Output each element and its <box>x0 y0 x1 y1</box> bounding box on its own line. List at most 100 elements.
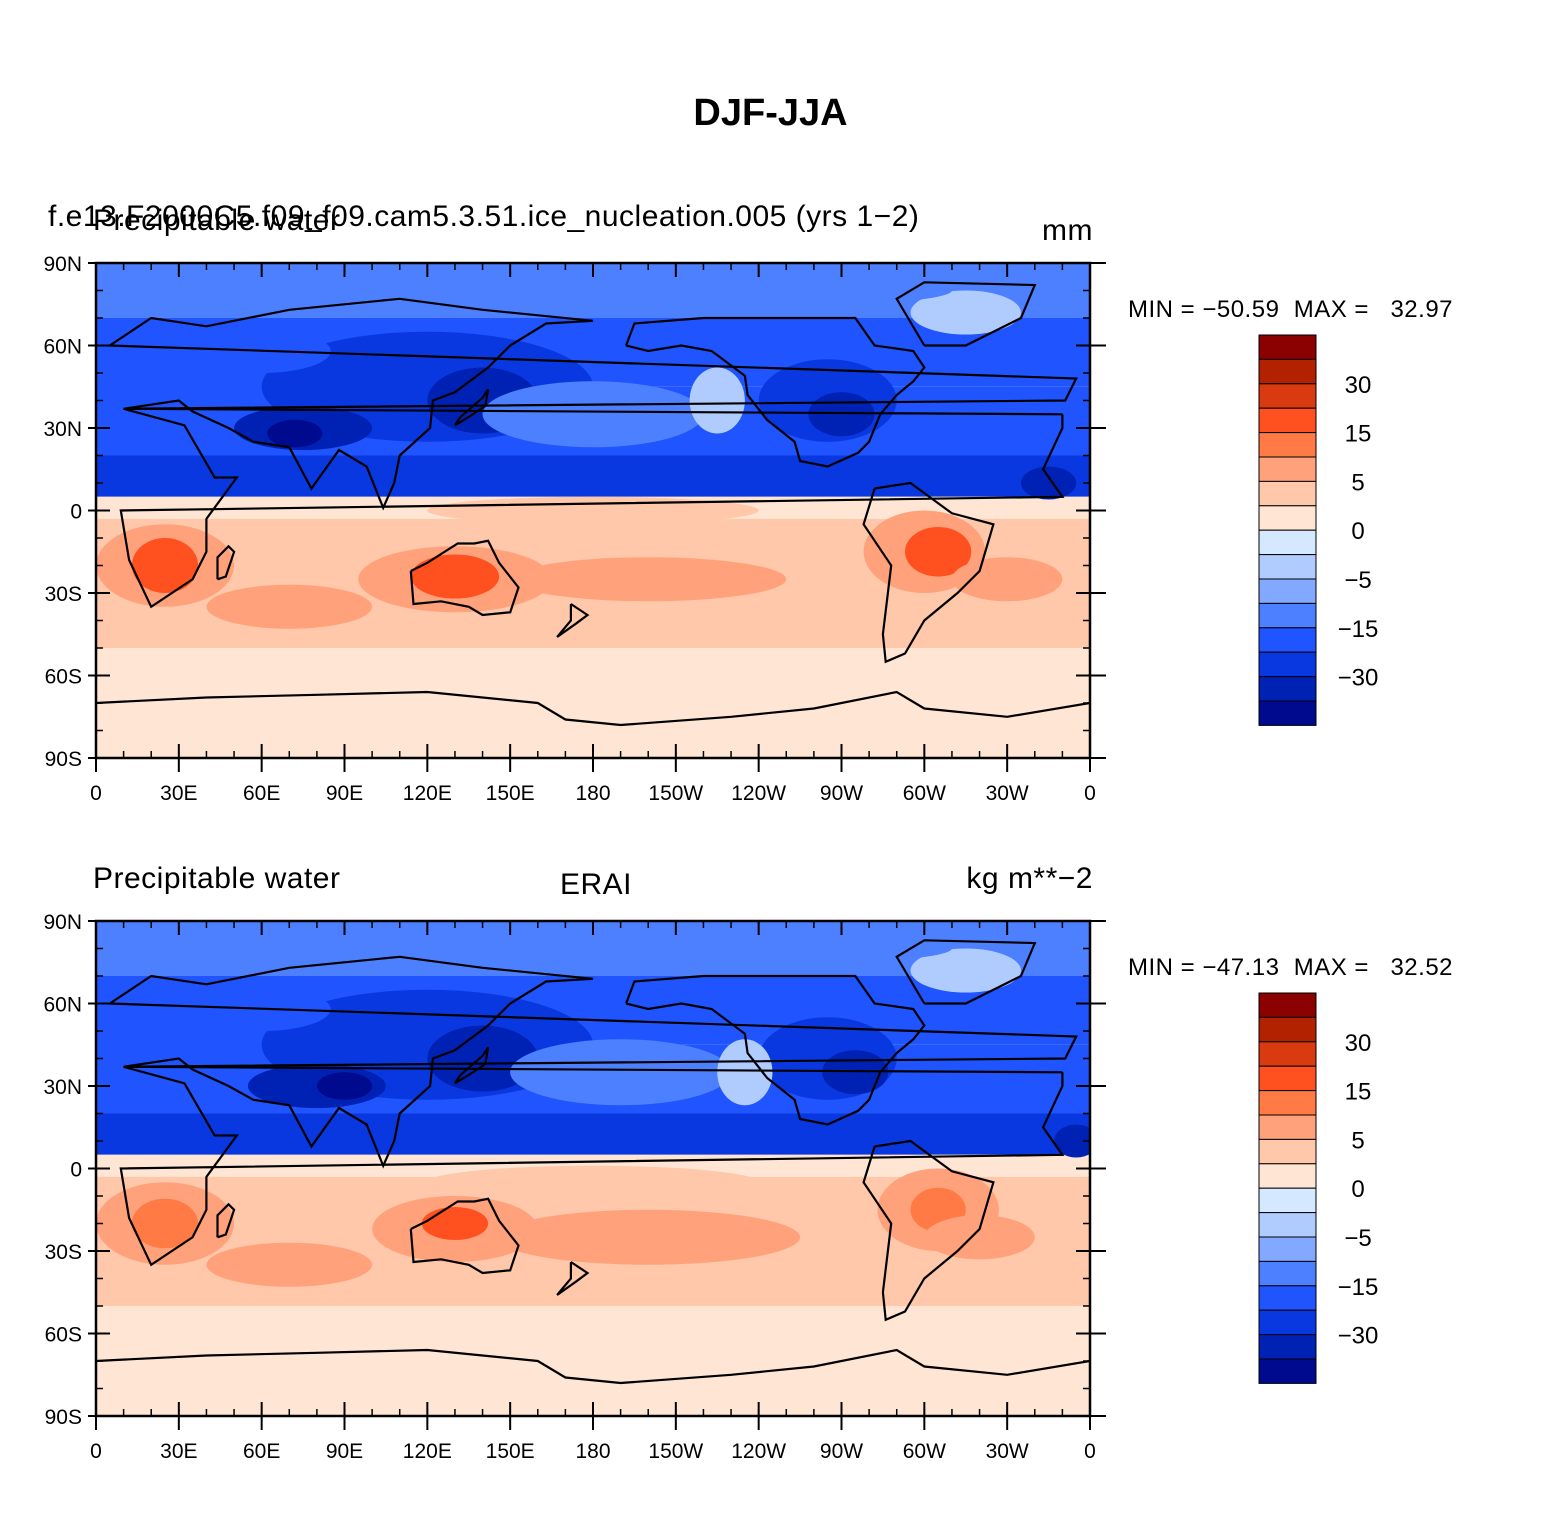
colorbar-label: 0 <box>1351 518 1364 545</box>
band-tropics-north <box>96 1113 1090 1155</box>
colorbar-label: 5 <box>1351 469 1364 496</box>
colorbar-label: 30 <box>1345 1030 1372 1057</box>
lat-label: 30N <box>43 418 82 441</box>
min-max-label: MIN = −47.13 MAX = 32.52 <box>1128 954 1454 981</box>
field-contour <box>427 1025 538 1092</box>
field-contour <box>905 527 972 577</box>
colorbar-label: −30 <box>1338 665 1379 692</box>
lat-label: 30S <box>45 583 82 606</box>
field-contour <box>689 367 745 434</box>
colorbar-box <box>1258 1260 1317 1287</box>
colorbar-label: −15 <box>1338 1274 1379 1301</box>
case-title: f.e13.F2000C5.f09_f09.cam5.3.51.ice_nucl… <box>48 200 920 233</box>
coastline <box>216 1202 236 1239</box>
field-contour <box>316 1072 373 1100</box>
lon-label: 60E <box>243 1440 280 1463</box>
colorbar-box <box>1258 1187 1317 1214</box>
lon-label: 0 <box>1084 782 1096 805</box>
obs-panel: Precipitable water ERAI kg m**−2 MIN = −… <box>0 858 1541 1518</box>
lon-label: 60E <box>243 782 280 805</box>
colorbar-label: −5 <box>1344 567 1371 594</box>
colorbar-box <box>1258 1309 1317 1336</box>
colorbar-box <box>1258 505 1317 531</box>
lon-label: 30W <box>986 1440 1029 1463</box>
field-contour <box>427 1165 759 1199</box>
field-contour <box>1020 466 1077 500</box>
field-contour <box>496 1209 801 1265</box>
min-max-label: MIN = −50.59 MAX = 32.97 <box>1128 296 1454 323</box>
lon-label: 0 <box>90 782 102 805</box>
colorbar-box <box>1258 1358 1317 1384</box>
colorbar-box <box>1258 651 1317 678</box>
coastline <box>96 690 1090 727</box>
band-polar-south <box>96 648 1090 758</box>
lon-label: 0 <box>90 1440 102 1463</box>
coastline <box>895 281 1037 347</box>
model-panel: f.e13.F2000C5.f09_f09.cam5.3.51.ice_nucl… <box>0 200 1541 860</box>
lat-label: 60N <box>43 994 82 1017</box>
field-contour <box>565 932 952 965</box>
lon-label: 120W <box>731 1440 786 1463</box>
lon-label: 180 <box>575 782 610 805</box>
coastline <box>409 539 520 617</box>
lon-label: 60W <box>903 782 946 805</box>
field-contour <box>808 392 875 437</box>
colorbar-box <box>1258 358 1317 385</box>
lat-label: 90N <box>43 253 82 276</box>
colorbar-label: 5 <box>1351 1127 1364 1154</box>
coastline <box>625 316 926 468</box>
colorbar-box <box>1258 676 1317 702</box>
colorbar-label: −30 <box>1338 1323 1379 1350</box>
coastline <box>862 481 995 664</box>
field-contour <box>565 274 952 307</box>
lon-label: 90E <box>326 782 363 805</box>
lat-label: 30N <box>43 1076 82 1099</box>
field-contour <box>131 538 199 593</box>
field-contour <box>924 1215 1035 1260</box>
lon-label: 90W <box>820 1440 863 1463</box>
lon-label: 180 <box>575 1440 610 1463</box>
lon-label: 150W <box>648 782 703 805</box>
colorbar-box <box>1258 1065 1317 1092</box>
colorbar-box <box>1258 1090 1317 1116</box>
lon-label: 120E <box>403 782 452 805</box>
field-contour <box>96 461 207 494</box>
coastline <box>625 974 926 1126</box>
colorbar-label: 15 <box>1345 1079 1372 1106</box>
colorbar-box <box>1258 1236 1317 1262</box>
coastline <box>106 297 1078 511</box>
lat-label: 0 <box>70 1159 82 1182</box>
field-contour <box>510 557 787 602</box>
map-plot: 90N 60N 30N 0 30S 60S 90S 0 30E 60E 90E 120E 150E 180… <box>43 253 1379 805</box>
units-label: mm <box>1042 214 1093 247</box>
colorbar-box <box>1258 1334 1317 1360</box>
colorbar-box <box>1258 480 1317 507</box>
colorbar-box <box>1258 627 1317 653</box>
lat-label: 30S <box>45 1241 82 1264</box>
colorbar-box <box>1258 383 1317 409</box>
coastline <box>453 1046 490 1085</box>
colorbar-box <box>1258 1163 1317 1189</box>
field-contour <box>206 1242 373 1287</box>
field-contour <box>910 948 1021 993</box>
field-contour <box>96 1119 207 1152</box>
coastline <box>453 388 490 427</box>
coastline <box>216 544 236 581</box>
left-title: Precipitable water <box>93 862 341 895</box>
band-polar-south <box>96 1306 1090 1416</box>
colorbar-box <box>1258 554 1317 580</box>
colorbar-box <box>1258 1285 1317 1311</box>
colorbar-box <box>1258 1041 1317 1067</box>
colorbar-box <box>1258 602 1317 629</box>
band-tropics-north <box>96 455 1090 497</box>
colorbar-label: 15 <box>1345 421 1372 448</box>
coastline <box>862 1139 995 1322</box>
lon-label: 90E <box>326 1440 363 1463</box>
field-contour <box>131 1198 199 1249</box>
lon-label: 60W <box>903 1440 946 1463</box>
coastline <box>556 603 590 638</box>
lon-label: 150E <box>486 782 535 805</box>
lat-label: 60N <box>43 336 82 359</box>
colorbar-box <box>1258 432 1317 458</box>
colorbar-box <box>1258 529 1317 556</box>
